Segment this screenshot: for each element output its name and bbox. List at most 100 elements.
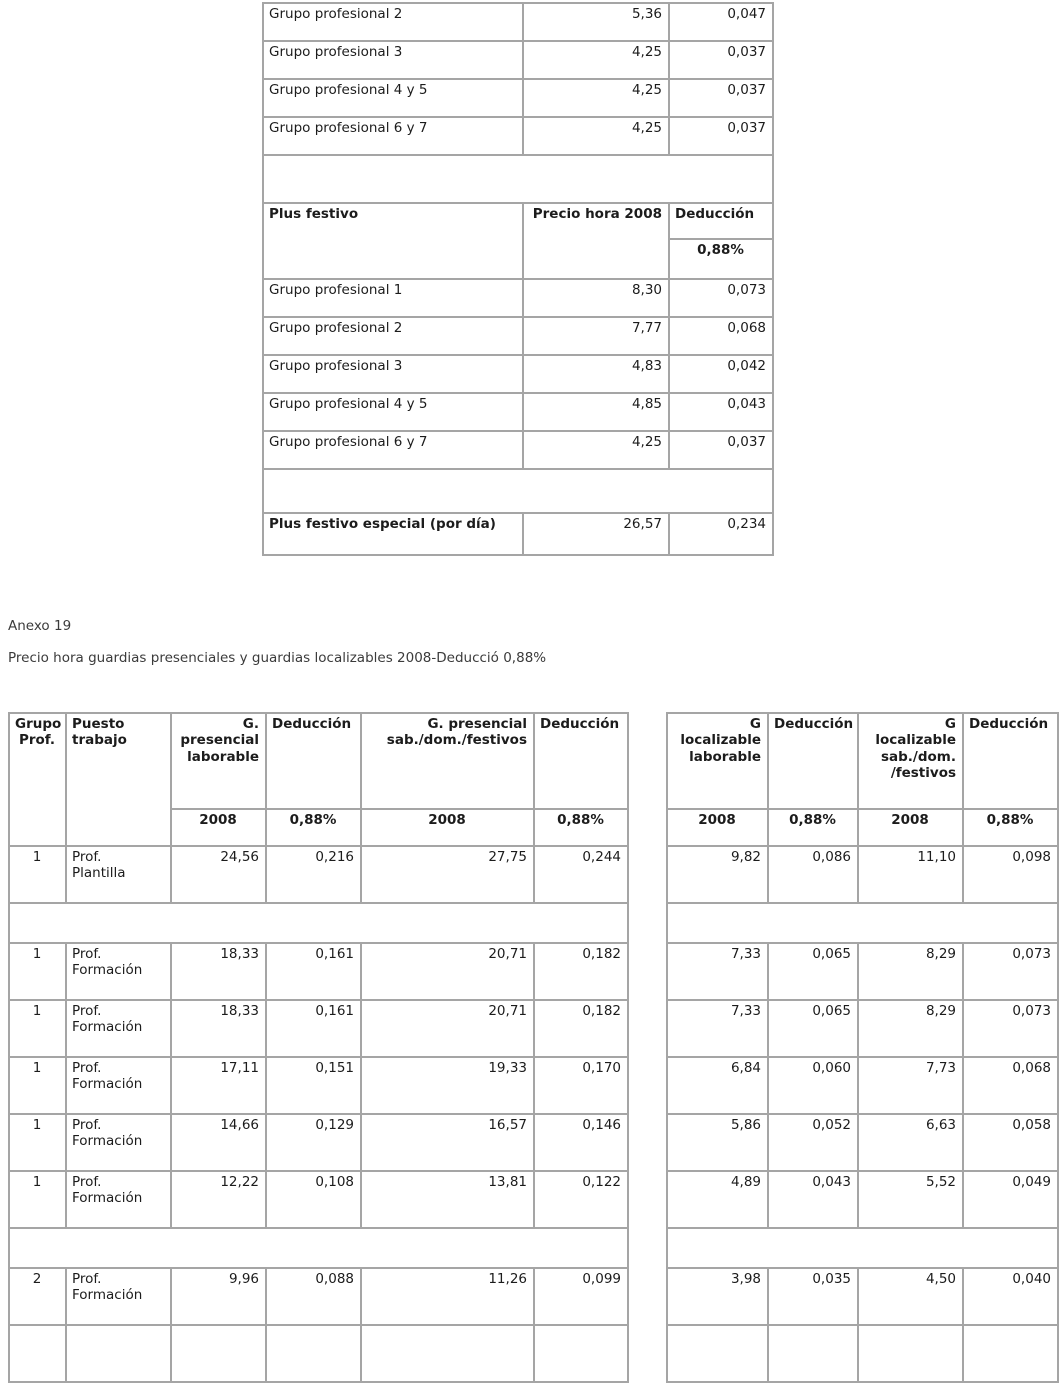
table-header-cell: 0,88% [533,808,629,847]
table-cell: 7,33 [666,942,769,1001]
table-cell: 0,161 [265,942,362,1001]
table-row: Grupo profesional 3 4,83 0,042 [262,354,774,394]
table-row: Grupo profesional 4 y 5 4,25 0,037 [262,78,774,118]
guardias-presenciales-table: Grupo Prof. Puesto trabajo G. presencial l… [8,712,629,1383]
anexo-label: Anexo 19 [8,618,72,634]
table-cell: 4,25 [522,78,670,118]
table-cell: 0,035 [767,1267,859,1326]
table-cell: 0,068 [962,1056,1059,1115]
table-cell: Grupo profesional 1 [262,278,524,318]
table-cell: 11,10 [857,845,964,904]
table-cell: 0,129 [265,1113,362,1172]
table-cell: Grupo profesional 3 [262,354,524,394]
table-cell: 19,33 [360,1056,535,1115]
table-cell: Grupo profesional 4 y 5 [262,392,524,432]
table-cell: 24,56 [170,845,267,904]
empty-cell [533,1324,629,1383]
table-cell: 0,043 [668,392,774,432]
table-cell: 0,047 [668,2,774,42]
empty-cell [360,1324,535,1383]
table-cell: 5,36 [522,2,670,42]
table-cell: 17,11 [170,1056,267,1115]
table-cell: 4,25 [522,430,670,470]
empty-cell [65,1324,172,1383]
table-row: Grupo profesional 3 4,25 0,037 [262,40,774,80]
table-row: 7,33 0,065 8,29 0,073 [666,942,1059,1001]
table-cell: 13,81 [360,1170,535,1229]
table-cell: 1 [8,942,67,1001]
table-row: Plus festivo especial (por día) 26,57 0,23… [262,512,774,556]
table-row [666,1324,1059,1383]
table-cell: 20,71 [360,942,535,1001]
table-cell: 0,182 [533,942,629,1001]
table-cell: 6,84 [666,1056,769,1115]
empty-cell [170,1324,267,1383]
empty-cell [666,1324,769,1383]
table-row: G localizable laborable Deducción G locali… [666,712,1059,810]
table-cell: 0,086 [767,845,859,904]
table-cell: 0,216 [265,845,362,904]
table-cell: 12,22 [170,1170,267,1229]
table-cell: 2 [8,1267,67,1326]
plus-festivo-section: Grupo profesional 2 5,36 0,047 Grupo profes… [262,2,1060,556]
table-cell: 18,33 [170,942,267,1001]
table-cell: 0,151 [265,1056,362,1115]
table-header-cell: 2008 [666,808,769,847]
table-cell: 14,66 [170,1113,267,1172]
table-cell: 4,83 [522,354,670,394]
table-row: Grupo profesional 4 y 5 4,85 0,043 [262,392,774,432]
table-cell: 0,108 [265,1170,362,1229]
table-cell: 0,052 [767,1113,859,1172]
table-row: 1 Prof. Formación 12,22 0,108 13,81 0,122 [8,1170,629,1229]
table-cell: 3,98 [666,1267,769,1326]
table-cell: 18,33 [170,999,267,1058]
table-cell: 27,75 [360,845,535,904]
table-cell: 0,058 [962,1113,1059,1172]
table-row: 1 Prof. Plantilla 24,56 0,216 27,75 0,244 [8,845,629,904]
table-row [666,902,1059,944]
table-cell: Prof. Formación [65,1056,172,1115]
table-row: 1 Prof. Formación 17,11 0,151 19,33 0,170 [8,1056,629,1115]
table-cell: Prof. Formación [65,1170,172,1229]
empty-cell [8,902,629,944]
table-header-cell: G. presencial laborable [170,712,267,810]
table-cell: 1 [8,1170,67,1229]
table-cell: 0,042 [668,354,774,394]
table-cell: Prof. Formación [65,942,172,1001]
table-header-cell: 2008 [857,808,964,847]
table-cell: 0,037 [668,78,774,118]
empty-cell [962,1324,1059,1383]
table-header-cell: Deducción [767,712,859,810]
table-cell: Prof. Formación [65,1113,172,1172]
empty-cell [857,1324,964,1383]
table-cell: 11,26 [360,1267,535,1326]
table-row: Grupo Prof. Puesto trabajo G. presencial l… [8,712,629,847]
table-header-cell: Deducción [668,202,774,240]
table-cell: 0,098 [962,845,1059,904]
table-cell: 9,96 [170,1267,267,1326]
table-cell: 0,073 [962,999,1059,1058]
table-row [8,1324,629,1383]
guardias-tables-section: Grupo Prof. Puesto trabajo G. presencial l… [8,712,1060,1383]
table-cell: 4,50 [857,1267,964,1326]
table-cell: 5,52 [857,1170,964,1229]
table-cell: Prof. Formación [65,999,172,1058]
table-row: 6,84 0,060 7,73 0,068 [666,1056,1059,1115]
table-cell: 0,037 [668,40,774,80]
table-cell: 20,71 [360,999,535,1058]
table-cell: 7,33 [666,999,769,1058]
table-row [8,1227,629,1269]
table-cell: Grupo profesional 6 y 7 [262,116,524,156]
table-row: 2008 0,88% 2008 0,88% [9,808,629,847]
table-cell: Grupo profesional 4 y 5 [262,78,524,118]
empty-cell [265,1324,362,1383]
table-cell: 1 [8,845,67,904]
table-row: 1 Prof. Formación 14,66 0,129 16,57 0,146 [8,1113,629,1172]
table-cell: Prof. Formación [65,1267,172,1326]
table-cell: 0,088 [265,1267,362,1326]
table-cell: 0,234 [668,512,774,556]
table-cell: Grupo profesional 2 [262,316,524,356]
table-cell: 0,146 [533,1113,629,1172]
table-header-cell: G localizable laborable [666,712,769,810]
table-row: 2 Prof. Formación 9,96 0,088 11,26 0,099 [8,1267,629,1326]
